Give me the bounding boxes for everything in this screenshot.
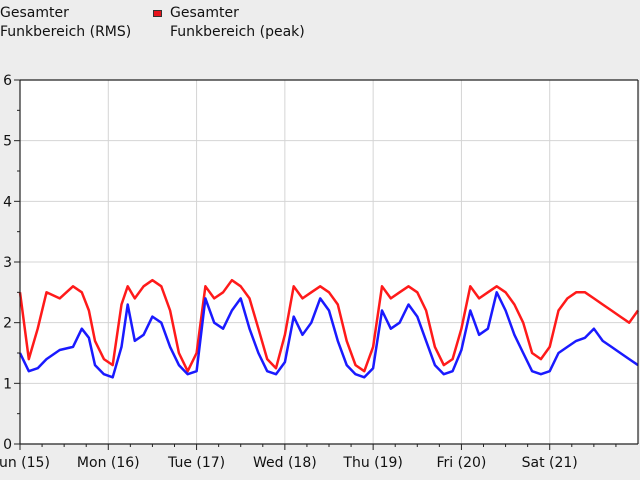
series-line-rms <box>18 291 639 379</box>
grid-lines <box>20 80 638 444</box>
x-tick-label-6: Sat (21) <box>522 455 578 471</box>
y-tick-label-4: 4 <box>3 194 12 210</box>
x-tick-label-3: Wed (18) <box>253 455 317 471</box>
chart-legend: Gesamter Funkbereich (RMS) Gesamter Funk… <box>0 0 640 60</box>
legend-label-peak: Gesamter Funkbereich (peak) <box>170 5 305 40</box>
y-tick-label-3: 3 <box>3 255 12 271</box>
y-tick-label-5: 5 <box>3 134 12 150</box>
y-tick-label-1: 1 <box>3 376 12 392</box>
y-tick-label-2: 2 <box>3 316 12 332</box>
x-axis-ticks: Sun (15) Mon (16) Tue (17) Wed (18) Thu (19)… <box>0 444 617 471</box>
legend-label-rms: Gesamter Funkbereich (RMS) <box>0 5 132 40</box>
y-tick-label-0: 0 <box>3 437 12 453</box>
y-axis-ticks: 0 1 2 3 4 5 6 <box>3 73 20 453</box>
x-tick-label-2: Tue (17) <box>167 455 225 471</box>
x-tick-label-0: Sun (15) <box>0 455 50 471</box>
legend-swatch-peak <box>153 10 162 17</box>
series-layer <box>18 278 640 379</box>
series-line-peak <box>18 278 640 373</box>
y-tick-label-6: 6 <box>3 73 12 89</box>
x-tick-label-4: Thu (19) <box>342 455 403 471</box>
x-tick-label-1: Mon (16) <box>77 455 140 471</box>
x-tick-label-5: Fri (20) <box>436 455 486 471</box>
